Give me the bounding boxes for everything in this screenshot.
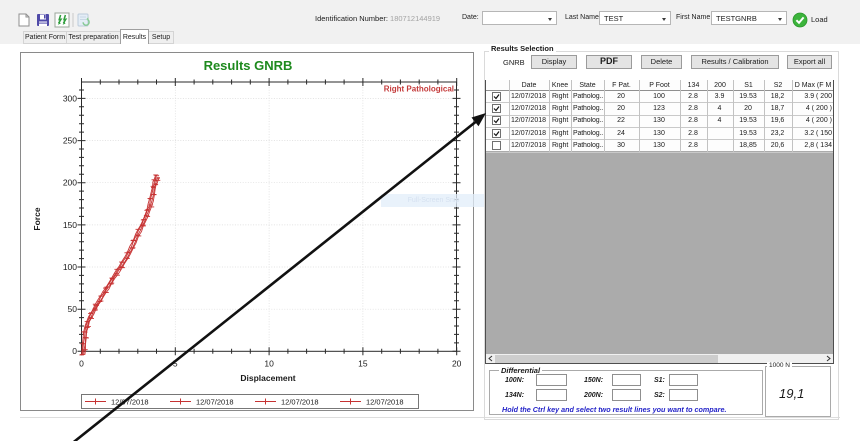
svg-text:12/07/2018: 12/07/2018 [281,397,319,406]
svg-text:100: 100 [63,262,77,272]
svg-text:150: 150 [63,220,77,230]
svg-text:0: 0 [72,346,77,356]
svg-text:0: 0 [79,359,84,369]
svg-text:5: 5 [173,359,178,369]
svg-text:Displacement: Displacement [240,373,295,383]
svg-text:10: 10 [264,359,274,369]
svg-text:200: 200 [63,178,77,188]
svg-text:300: 300 [63,93,77,103]
svg-text:12/07/2018: 12/07/2018 [196,397,234,406]
svg-text:250: 250 [63,136,77,146]
svg-text:20: 20 [452,359,462,369]
svg-text:50: 50 [68,304,78,314]
svg-text:Force: Force [32,207,42,230]
svg-text:Results GNRB: Results GNRB [204,58,293,73]
svg-text:12/07/2018: 12/07/2018 [111,397,149,406]
svg-text:12/07/2018: 12/07/2018 [366,397,404,406]
svg-text:Right Pathological: Right Pathological [384,85,454,94]
svg-text:15: 15 [358,359,368,369]
